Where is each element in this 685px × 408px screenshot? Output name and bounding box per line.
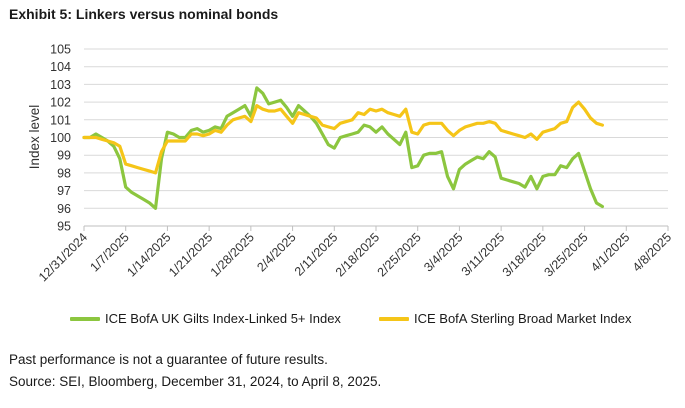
series-line-nominal bbox=[82, 100, 605, 175]
chart-title: Exhibit 5: Linkers versus nominal bonds bbox=[9, 6, 279, 22]
legend-swatch-green bbox=[70, 316, 100, 321]
y-tick-label: 100 bbox=[50, 131, 71, 145]
x-tick-label: 3/11/2025 bbox=[459, 230, 508, 279]
gridlines bbox=[84, 48, 668, 209]
y-tick-label: 102 bbox=[50, 96, 71, 110]
y-tick-label: 104 bbox=[50, 60, 71, 74]
y-tick-label: 97 bbox=[57, 184, 71, 198]
x-tick-label: 3/18/2025 bbox=[500, 230, 549, 279]
x-tick-label: 12/31/2024 bbox=[36, 230, 90, 284]
footnote-performance: Past performance is not a guarantee of f… bbox=[9, 352, 328, 367]
series-line-linkers bbox=[82, 86, 605, 210]
x-tick-label: 4/1/2025 bbox=[588, 230, 632, 274]
y-axis-label: Index level bbox=[27, 105, 42, 170]
y-tick-label: 99 bbox=[57, 149, 71, 163]
x-tick-label: 2/25/2025 bbox=[375, 230, 424, 279]
y-tick-label: 98 bbox=[57, 166, 71, 180]
x-tick-label: 4/8/2025 bbox=[630, 230, 674, 274]
y-tick-label: 103 bbox=[50, 78, 71, 92]
footnote-source: Source: SEI, Bloomberg, December 31, 202… bbox=[9, 374, 382, 389]
legend: ICE BofA UK Gilts Index-Linked 5+ Index … bbox=[0, 311, 685, 331]
y-tick-label: 105 bbox=[50, 43, 71, 57]
legend-label-nominal: ICE BofA Sterling Broad Market Index bbox=[414, 311, 632, 326]
legend-item-linkers: ICE BofA UK Gilts Index-Linked 5+ Index bbox=[70, 311, 341, 326]
legend-item-nominal: ICE BofA Sterling Broad Market Index bbox=[379, 311, 632, 326]
x-tick-label: 1/21/2025 bbox=[166, 230, 215, 279]
legend-label-linkers: ICE BofA UK Gilts Index-Linked 5+ Index bbox=[105, 311, 341, 326]
x-tick-label: 1/28/2025 bbox=[208, 230, 257, 279]
x-tick-label: 1/14/2025 bbox=[124, 230, 173, 279]
y-tick-label: 95 bbox=[57, 220, 71, 234]
y-tick-label: 96 bbox=[57, 202, 71, 216]
x-axis-ticks: 12/31/20241/7/20251/14/20251/21/20251/28… bbox=[36, 226, 674, 284]
y-axis-ticks: 95 96 97 98 99 100 101 102 103 104 105 bbox=[50, 43, 71, 234]
y-tick-label: 101 bbox=[50, 113, 71, 127]
x-tick-label: 2/18/2025 bbox=[333, 230, 382, 279]
legend-swatch-yellow bbox=[379, 316, 409, 321]
series-lines bbox=[82, 86, 605, 210]
x-tick-label: 2/11/2025 bbox=[292, 230, 341, 279]
x-tick-label: 3/25/2025 bbox=[541, 230, 590, 279]
